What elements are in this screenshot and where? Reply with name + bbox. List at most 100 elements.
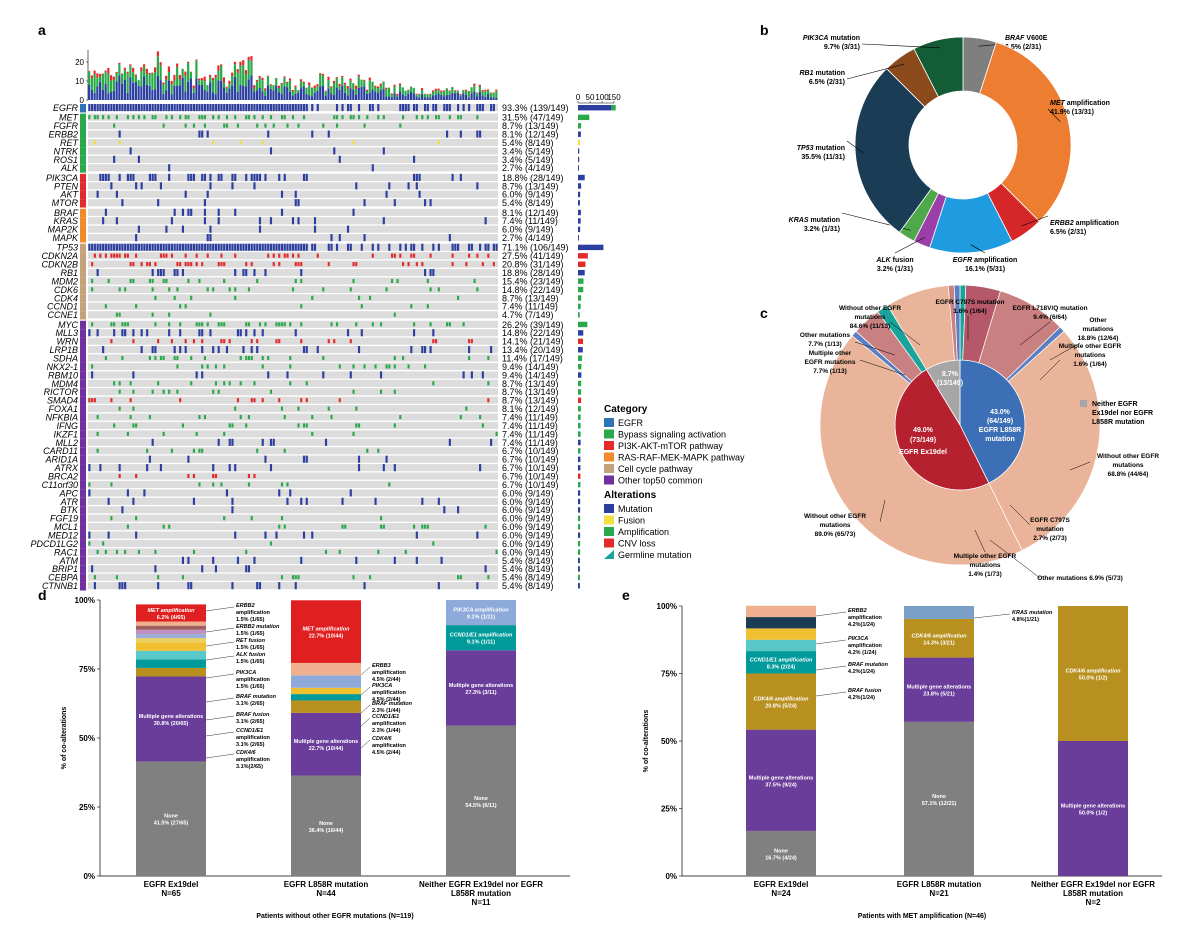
- alteration-cell: [201, 339, 204, 344]
- alteration-cell: [165, 115, 168, 120]
- alteration-cell: [410, 253, 413, 258]
- top-bar-segment: [88, 71, 91, 85]
- alteration-cell: [495, 243, 498, 251]
- alteration-cell: [484, 217, 487, 225]
- top-bar-segment: [420, 88, 424, 90]
- alteration-cell: [162, 243, 165, 251]
- top-bar-segment: [261, 91, 264, 100]
- alteration-cell: [184, 115, 187, 120]
- alteration-cell: [135, 234, 138, 242]
- top-bar-segment: [431, 95, 435, 100]
- alteration-cell: [349, 489, 352, 497]
- frequency-bar: [578, 380, 582, 387]
- top-bar-segment: [464, 90, 468, 95]
- alteration-cell: [253, 556, 256, 564]
- alteration-cell: [250, 339, 253, 344]
- outer-label: mutations: [854, 314, 885, 321]
- top-bar-segment: [151, 89, 154, 100]
- gene-label: FOXA1: [48, 404, 78, 414]
- oncoprint-row: [88, 455, 498, 463]
- alteration-cell: [137, 104, 140, 112]
- alteration-cell: [385, 287, 388, 292]
- frequency-bar: [578, 515, 581, 522]
- alteration-cell: [113, 104, 116, 112]
- alteration-cell: [247, 414, 251, 420]
- alteration-cell: [132, 278, 135, 284]
- alteration-cell: [203, 104, 207, 112]
- top-bar-segment: [316, 90, 319, 100]
- alteration-cell: [278, 582, 281, 590]
- alteration-cell: [173, 295, 176, 300]
- alteration-cell: [118, 173, 121, 181]
- legend-swatch: [604, 504, 614, 513]
- oncoprint-row: [88, 396, 498, 404]
- gene-label: BRCA2: [48, 471, 78, 481]
- top-bar-segment: [129, 65, 132, 78]
- alteration-cell: [495, 549, 498, 554]
- alteration-cell: [162, 123, 165, 128]
- alteration-cell: [286, 104, 289, 112]
- callout-leader: [205, 753, 235, 759]
- callout-label: PIK3CA: [236, 670, 256, 676]
- alteration-cell: [341, 497, 344, 505]
- alteration-cell: [385, 455, 388, 463]
- top-bar-segment: [420, 94, 424, 100]
- alteration-cell: [352, 364, 355, 369]
- alteration-cell: [217, 389, 220, 394]
- alteration-cell: [352, 389, 355, 394]
- top-bar-segment: [330, 87, 333, 94]
- frequency-bar-amp: [611, 105, 616, 111]
- alteration-cell: [448, 322, 451, 327]
- alteration-cell: [294, 262, 297, 267]
- frequency-bar: [578, 269, 585, 276]
- alteration-cell: [93, 104, 96, 112]
- top-bar-segment: [431, 90, 435, 93]
- legend-neither: L858R mutation: [1092, 419, 1145, 426]
- alteration-cell: [157, 243, 160, 251]
- top-bar-segment: [140, 86, 143, 100]
- alteration-cell: [223, 364, 226, 369]
- alteration-cell: [132, 262, 135, 267]
- top-bar-segment: [398, 84, 402, 92]
- top-bar-segment: [288, 80, 292, 92]
- alteration-cell: [91, 371, 94, 379]
- alteration-cell: [437, 243, 440, 251]
- alteration-cell: [135, 253, 138, 258]
- top-bar-segment: [107, 73, 110, 94]
- bar-segment: [746, 639, 816, 652]
- alteration-cell: [157, 199, 160, 207]
- alteration-cell: [415, 115, 418, 120]
- top-bar-segment: [481, 91, 484, 96]
- top-bar-segment: [203, 81, 206, 90]
- frequency-bar: [578, 330, 584, 336]
- gene-frequency: 93.3% (139/149): [502, 103, 569, 113]
- donut-label: EGFR amplification: [953, 257, 1018, 264]
- alteration-cell: [283, 253, 286, 258]
- alteration-cell: [115, 549, 118, 554]
- alteration-cell: [132, 173, 135, 181]
- alteration-cell: [335, 243, 339, 251]
- outer-label: Other mutations: [800, 332, 851, 339]
- alteration-cell: [201, 364, 204, 369]
- frequency-bar: [578, 557, 580, 564]
- alteration-cell: [429, 346, 432, 354]
- alteration-cell: [132, 423, 135, 428]
- bar-segment-label: Multiple gene alterations: [749, 775, 813, 781]
- alteration-cell: [154, 115, 157, 120]
- gene-frequency: 5.4% (8/149): [502, 198, 554, 208]
- alteration-cell: [187, 208, 190, 216]
- alteration-cell: [253, 115, 256, 120]
- alteration-cell: [462, 322, 465, 327]
- alteration-cell: [190, 381, 193, 386]
- alteration-cell: [146, 243, 149, 251]
- alteration-cell: [275, 104, 278, 112]
- alteration-cell: [264, 104, 267, 112]
- top-bar-segment: [269, 84, 272, 89]
- alteration-cell: [91, 278, 94, 284]
- top-bar-segment: [134, 74, 137, 76]
- alteration-cell: [352, 115, 355, 120]
- category-strip: [80, 379, 86, 389]
- alteration-cell: [203, 217, 207, 225]
- bar-segment: [136, 676, 206, 762]
- top-bar-segment: [453, 91, 457, 94]
